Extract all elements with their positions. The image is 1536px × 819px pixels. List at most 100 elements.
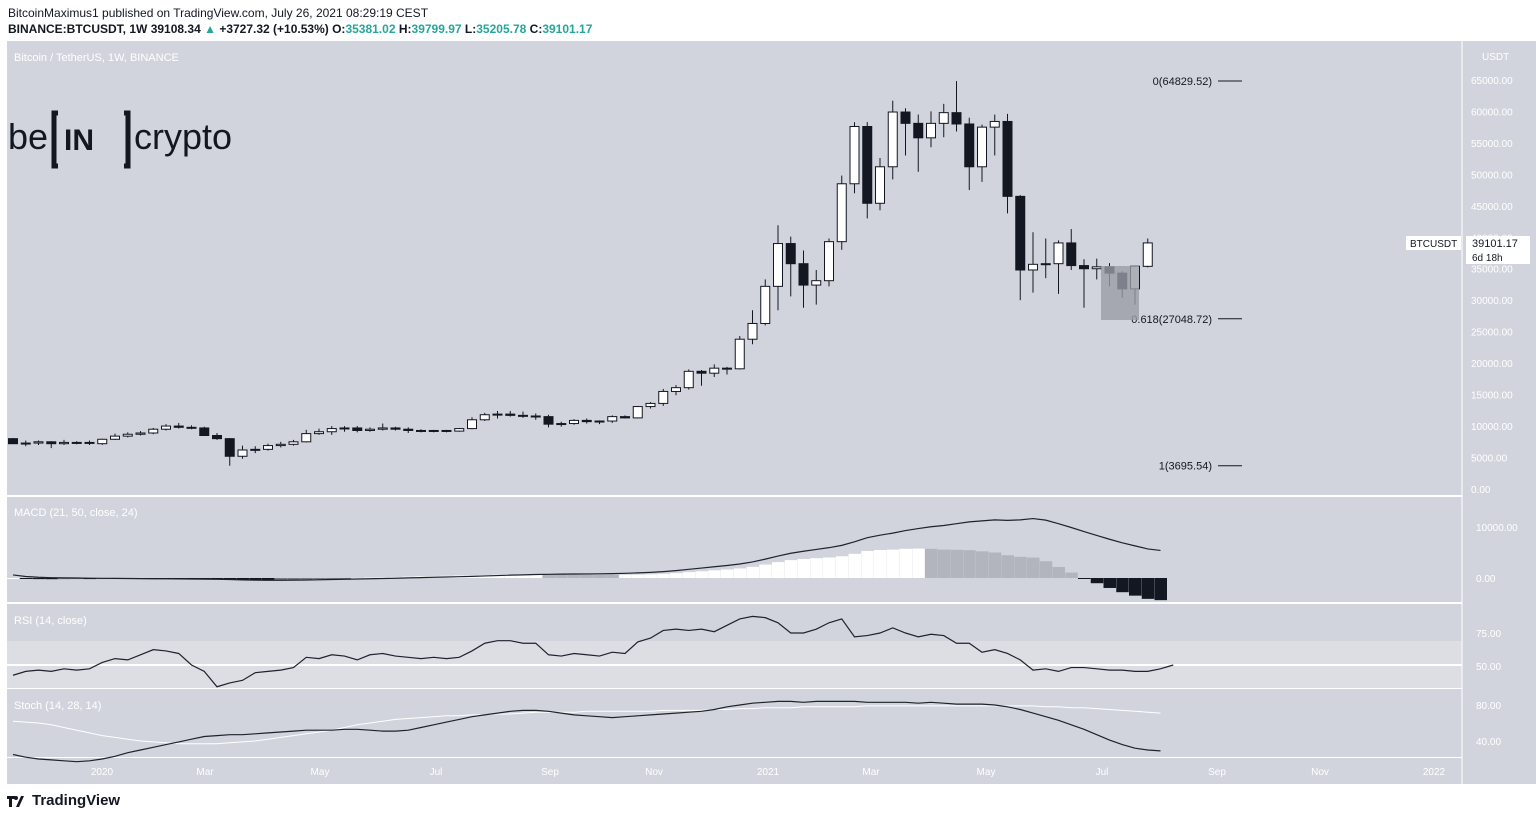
macd-hist-bar bbox=[364, 577, 377, 579]
candle-body bbox=[849, 125, 860, 185]
macd-hist-bar bbox=[861, 551, 874, 578]
macd-hist-bar bbox=[988, 552, 1002, 578]
logo-bracket-icon bbox=[51, 110, 131, 169]
candle-body bbox=[454, 428, 465, 432]
candle-body bbox=[326, 428, 337, 433]
macd-hist-bar bbox=[1103, 578, 1116, 588]
macd-hist-bar bbox=[1090, 578, 1104, 584]
macd-hist-bar bbox=[555, 574, 568, 578]
candle-body bbox=[314, 431, 324, 435]
last-price: 39108.34 bbox=[150, 22, 201, 36]
publisher-text: BitcoinMaximus1 published on TradingView… bbox=[8, 6, 429, 20]
candle-body bbox=[237, 449, 248, 457]
candle-body bbox=[811, 280, 822, 286]
publish-header: BitcoinMaximus1 published on TradingView… bbox=[0, 0, 1536, 40]
candle-body bbox=[1040, 263, 1051, 266]
candle-body bbox=[110, 435, 120, 440]
macd-hist-bar bbox=[631, 574, 645, 578]
candle-body bbox=[1015, 195, 1026, 271]
main-pane[interactable] bbox=[7, 41, 1462, 495]
candle-body bbox=[199, 427, 210, 437]
candle-body bbox=[989, 120, 1000, 128]
candle-body bbox=[148, 428, 159, 434]
candle-body bbox=[938, 112, 949, 124]
price-tick-label: 0.00 bbox=[1471, 485, 1491, 496]
candle-body bbox=[824, 241, 834, 282]
candle-body bbox=[1066, 242, 1077, 267]
macd-hist-bar bbox=[517, 574, 530, 578]
candle-body bbox=[250, 448, 261, 451]
candle-body bbox=[390, 427, 401, 430]
candle-body bbox=[645, 402, 656, 408]
macd-hist-bar bbox=[835, 556, 849, 578]
price-tick-label: 10000.00 bbox=[1471, 422, 1513, 433]
macd-hist-bar bbox=[886, 549, 900, 578]
close-label: C: bbox=[529, 22, 543, 36]
price-tick-label: 25000.00 bbox=[1471, 328, 1513, 339]
candle-body bbox=[875, 166, 885, 204]
stoch-pane[interactable] bbox=[7, 689, 1462, 757]
candle-body bbox=[505, 413, 516, 416]
macd-hist-bar bbox=[338, 578, 351, 579]
candle-body bbox=[416, 429, 426, 432]
macd-hist-bar bbox=[797, 558, 810, 578]
candle-body bbox=[8, 438, 18, 445]
candle-body bbox=[263, 445, 273, 450]
logo-right: crypto bbox=[134, 116, 232, 157]
candle-body bbox=[620, 416, 630, 419]
macd-hist-bar bbox=[721, 569, 734, 578]
price-tick-label: 65000.00 bbox=[1471, 76, 1513, 87]
macd-hist-bar bbox=[287, 578, 300, 580]
price-unit: USDT bbox=[1482, 52, 1509, 63]
time-axis[interactable] bbox=[7, 758, 1462, 784]
macd-hist-bar bbox=[937, 549, 951, 578]
macd-hist-bar bbox=[211, 578, 224, 580]
price-tick-label: 35000.00 bbox=[1471, 265, 1513, 276]
candle-body bbox=[161, 425, 171, 430]
candle-body bbox=[632, 406, 643, 419]
macd-hist-bar bbox=[1154, 578, 1167, 601]
macd-pane[interactable] bbox=[7, 497, 1462, 602]
macd-hist-bar bbox=[1129, 578, 1142, 596]
macd-hist-bar bbox=[810, 558, 823, 578]
macd-hist-bar bbox=[848, 553, 861, 578]
time-tick-label: Jul bbox=[1096, 767, 1109, 778]
time-tick-label: Sep bbox=[1208, 767, 1226, 778]
macd-hist-bar bbox=[1014, 556, 1027, 578]
indicator-tick-label: 80.00 bbox=[1476, 701, 1501, 712]
time-tick-label: Jul bbox=[430, 767, 443, 778]
open-value: 35381.02 bbox=[345, 22, 396, 36]
macd-hist-bar bbox=[274, 578, 288, 580]
price-tick-label: 5000.00 bbox=[1471, 454, 1508, 465]
rsi-line bbox=[12, 615, 1174, 688]
macd-hist-bar bbox=[568, 574, 581, 578]
candle-body bbox=[377, 427, 388, 430]
candle-body bbox=[46, 441, 57, 445]
indicator-tick-label: 50.00 bbox=[1476, 662, 1501, 673]
candle-body bbox=[964, 123, 975, 168]
candle-body bbox=[403, 428, 414, 431]
tradingview-logo-icon bbox=[7, 795, 24, 807]
time-tick-label: 2020 bbox=[91, 767, 114, 778]
candle-body bbox=[530, 415, 541, 418]
macd-hist-bar bbox=[236, 578, 249, 580]
time-tick-label: Nov bbox=[1311, 767, 1329, 778]
candle-body bbox=[581, 419, 592, 423]
candle-body bbox=[683, 370, 694, 389]
macd-hist-bar bbox=[1039, 561, 1053, 578]
macd-hist-bar bbox=[644, 574, 657, 578]
macd-hist-bar bbox=[593, 574, 606, 578]
macd-hist-bar bbox=[657, 573, 670, 578]
price-axis[interactable] bbox=[1462, 41, 1536, 784]
countdown-text: 6d 18h bbox=[1472, 253, 1503, 264]
candle-body bbox=[20, 442, 31, 445]
candle-body bbox=[275, 443, 286, 447]
macd-hist-bar bbox=[1141, 578, 1155, 599]
candle-body bbox=[887, 111, 898, 168]
candle-body bbox=[977, 126, 987, 168]
macd-hist-bar bbox=[7, 578, 20, 579]
macd-hist-bar bbox=[670, 573, 683, 578]
macd-hist-bar bbox=[874, 550, 887, 578]
candle-body bbox=[913, 122, 924, 139]
